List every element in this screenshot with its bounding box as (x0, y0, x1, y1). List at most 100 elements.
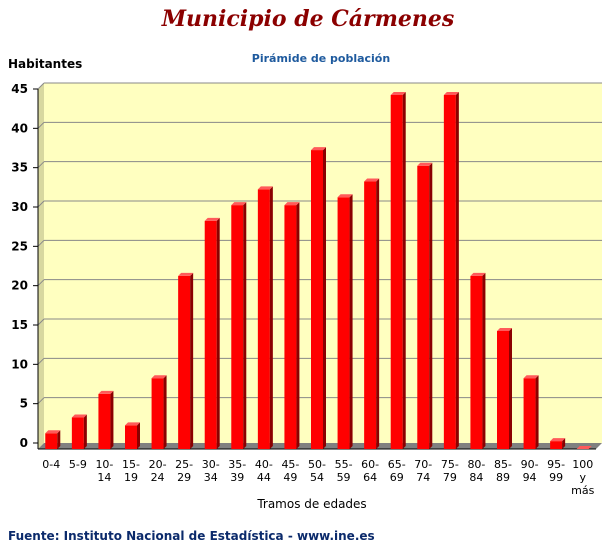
bar-top (71, 414, 87, 418)
x-tick-label-line: 20- (149, 458, 167, 471)
x-tick-label-line: 24 (151, 471, 165, 484)
x-tick-label: 15-19 (122, 458, 140, 484)
bar-side (562, 438, 566, 449)
x-tick-label-line: 79 (443, 471, 457, 484)
x-tick-label-line: 69 (390, 471, 404, 484)
bar-top (178, 272, 194, 276)
x-tick-label: 100 y más (571, 458, 594, 497)
gridline-diagonal (37, 239, 45, 247)
bar (523, 378, 536, 449)
bar-top (284, 202, 300, 206)
source-note: Fuente: Instituto Nacional de Estadístic… (8, 529, 375, 543)
bar-side (376, 178, 380, 450)
x-tick-label: 85-89 (494, 458, 512, 484)
x-tick-label-line: 49 (283, 471, 297, 484)
x-tick-label-line: y (579, 471, 586, 484)
bar-top (470, 272, 486, 276)
bar-side (269, 186, 273, 449)
gridline-diagonal (37, 121, 45, 129)
x-tick-label: 40-44 (255, 458, 273, 484)
x-tick-label-line: 70- (414, 458, 432, 471)
bar-top (497, 328, 512, 331)
gridline-diagonal (37, 200, 45, 208)
bar-top (231, 202, 247, 206)
x-tick-label-line: 50- (308, 458, 326, 471)
bar-side (349, 194, 353, 449)
x-tick-label: 55-59 (335, 458, 353, 484)
bar-top (257, 186, 273, 190)
x-tick-label-line: 29 (177, 471, 191, 484)
y-tick-label: 15 (11, 318, 28, 332)
bar (337, 197, 350, 449)
x-tick-label-line: más (571, 484, 594, 497)
x-tick-label: 65-69 (388, 458, 406, 484)
bar-side (535, 375, 539, 449)
x-tick-label-line: 54 (310, 471, 324, 484)
bar (178, 275, 191, 449)
x-tick-label-line: 74 (416, 471, 430, 484)
x-tick-label: 80-84 (467, 458, 485, 484)
x-tick-label-line: 95- (547, 458, 565, 471)
chart-title: Municipio de Cármenes (161, 6, 455, 32)
bar-top (204, 217, 220, 221)
bar-top (443, 92, 459, 95)
x-tick-label: 20-24 (149, 458, 167, 484)
x-tick-label: 50-54 (308, 458, 326, 484)
x-tick-label-line: 5-9 (69, 458, 87, 471)
x-tick-label-line: 19 (124, 471, 138, 484)
x-tick-label-line: 0-4 (42, 458, 60, 471)
bar (45, 433, 58, 449)
bar (364, 181, 377, 450)
x-tick-label-line: 14 (97, 471, 111, 484)
bar-top (550, 438, 566, 442)
y-tick-label: 35 (11, 161, 28, 175)
x-tick-label: 95-99 (547, 458, 565, 484)
bar-side (137, 422, 140, 449)
bar-side (482, 272, 486, 449)
bar (284, 205, 297, 449)
y-tick-label: 10 (11, 357, 28, 371)
bar-side (243, 202, 247, 449)
bar-side (323, 147, 326, 450)
x-tick-label-line: 85- (494, 458, 512, 471)
x-tick-label-line: 89 (496, 471, 510, 484)
x-tick-label-line: 75- (441, 458, 459, 471)
bar-top (523, 375, 539, 379)
bar-top (45, 430, 61, 434)
x-tick-label-line: 34 (204, 471, 218, 484)
x-tick-label: 30-34 (202, 458, 220, 484)
bar (443, 95, 456, 449)
x-tick-label-line: 84 (469, 471, 483, 484)
bar (550, 441, 563, 449)
x-tick-label: 0-4 (42, 458, 60, 471)
bar-top (390, 92, 406, 95)
x-tick-label-line: 35- (228, 458, 246, 471)
gridline-diagonal (37, 318, 45, 326)
bar (390, 95, 403, 449)
x-tick-label-line: 39 (230, 471, 244, 484)
x-tick-label: 5-9 (69, 458, 87, 471)
bar-side (110, 390, 114, 449)
gridline-diagonal (37, 397, 45, 405)
x-tick-label-line: 94 (523, 471, 537, 484)
y-tick-label: 20 (11, 279, 28, 293)
x-tick-label-line: 10- (95, 458, 113, 471)
bar (98, 393, 111, 449)
x-tick-label-line: 59 (337, 471, 351, 484)
x-axis-label: Tramos de edades (257, 497, 367, 511)
bar (257, 189, 270, 449)
x-tick-label-line: 30- (202, 458, 220, 471)
x-tick-label-line: 15- (122, 458, 140, 471)
bar-side (190, 272, 194, 449)
bar (231, 205, 244, 449)
x-tick-label: 75-79 (441, 458, 459, 484)
bar-top (337, 194, 353, 198)
bar-top (417, 162, 433, 166)
x-tick-label-line: 25- (175, 458, 193, 471)
bar-top (311, 147, 326, 151)
bar-top (98, 390, 114, 394)
bar-top (364, 178, 380, 182)
y-tick-label: 40 (11, 121, 28, 135)
x-tick-label-line: 55- (335, 458, 353, 471)
